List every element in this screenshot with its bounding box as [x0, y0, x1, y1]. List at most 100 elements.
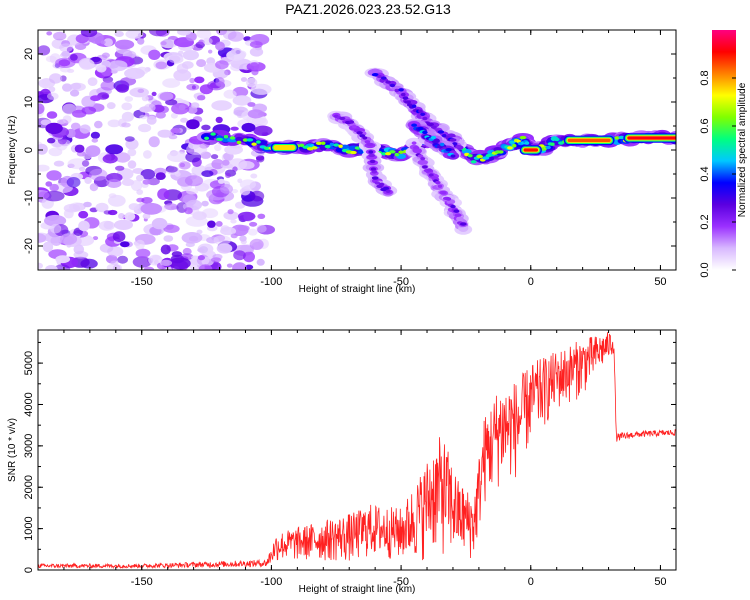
noise-blob — [114, 219, 133, 230]
x-tick-label: 50 — [654, 576, 666, 588]
y-tick-label: -10 — [23, 190, 35, 206]
track-blob — [519, 135, 527, 140]
noise-blob — [250, 190, 265, 202]
noise-blob — [140, 202, 163, 215]
track-blob — [618, 135, 625, 140]
track-blob — [402, 96, 409, 100]
hot-segment — [270, 142, 299, 153]
track-blob — [417, 159, 429, 165]
noise-blob — [191, 255, 198, 260]
noise-blob — [237, 225, 250, 232]
hot-segment-band — [627, 136, 676, 140]
track-blob — [311, 146, 318, 150]
noise-blob — [168, 55, 181, 63]
noise-blob — [102, 154, 118, 164]
noise-blob — [45, 122, 63, 135]
noise-blob — [201, 124, 211, 131]
noise-blob — [60, 66, 71, 73]
noise-blob — [78, 210, 89, 219]
noise-blob — [87, 77, 98, 86]
noise-blob — [94, 120, 103, 129]
noise-blob — [151, 217, 168, 230]
noise-blob — [250, 83, 272, 95]
track-blob — [422, 165, 428, 169]
noise-blob — [143, 266, 155, 270]
noise-blob — [146, 115, 157, 125]
noise-blob — [151, 255, 161, 261]
noise-blob — [151, 91, 157, 97]
noise-blob — [55, 57, 76, 68]
noise-blob — [81, 160, 90, 167]
noise-blob — [230, 233, 238, 239]
track-blob — [246, 138, 254, 142]
noise-blob — [155, 61, 168, 70]
noise-blob — [140, 169, 156, 180]
noise-blob — [196, 59, 207, 68]
track-blob — [404, 100, 411, 104]
noise-blob — [197, 248, 205, 253]
noise-blob — [60, 233, 78, 245]
y-tick-label: 4000 — [23, 392, 35, 416]
track-blob — [512, 144, 517, 148]
noise-blob — [160, 41, 167, 46]
noise-blob — [256, 224, 267, 233]
noise-blob — [201, 200, 209, 207]
track-blob — [428, 173, 434, 177]
noise-blob — [124, 136, 135, 142]
noise-blob — [100, 40, 106, 45]
noise-blob — [250, 173, 258, 179]
track-blob — [454, 213, 462, 217]
noise-blob — [225, 172, 231, 179]
noise-blob — [53, 160, 65, 167]
noise-blob — [141, 95, 149, 102]
noise-blob — [62, 83, 73, 92]
noise-blob — [128, 203, 140, 211]
noise-blob — [157, 188, 170, 200]
noise-blob — [129, 87, 149, 98]
noise-blob — [155, 172, 166, 181]
track-blob — [371, 170, 378, 174]
track-blob — [339, 116, 346, 121]
track-blob — [507, 146, 513, 150]
noise-blob — [90, 131, 100, 139]
noise-blob — [182, 247, 192, 256]
noise-blob — [121, 178, 135, 186]
noise-blob — [232, 262, 247, 270]
track-blob — [370, 167, 377, 171]
noise-blob — [207, 220, 216, 228]
noise-blob — [78, 220, 90, 232]
track-blob — [449, 138, 457, 142]
noise-blob — [127, 160, 137, 169]
track-blob — [455, 145, 461, 149]
noise-blob — [220, 183, 233, 194]
noise-blob — [211, 100, 232, 111]
noise-blob — [115, 165, 125, 171]
noise-blob — [38, 233, 47, 243]
track-blob — [366, 142, 374, 147]
noise-blob — [215, 41, 225, 51]
noise-blob — [164, 203, 178, 211]
noise-blob — [211, 154, 219, 160]
noise-blob — [121, 122, 131, 128]
noise-blob — [81, 106, 97, 115]
noise-blob — [89, 183, 99, 192]
hot-segment — [519, 145, 542, 155]
track-blob — [498, 150, 504, 154]
track-blob — [368, 150, 374, 154]
colorbar-ticks: 0.0 0.2 0.4 0.6 0.8 — [699, 70, 736, 278]
noise-blob — [79, 124, 91, 134]
noise-blob — [249, 47, 264, 57]
noise-blob — [177, 30, 191, 36]
track-blob — [369, 159, 376, 164]
noise-blob — [121, 111, 134, 122]
noise-blob — [210, 257, 222, 263]
noise-blob — [169, 257, 191, 270]
track-blob — [338, 144, 343, 148]
noise-blob — [120, 77, 137, 86]
noise-blob — [132, 256, 152, 268]
noise-blob — [230, 47, 242, 55]
track-blob — [413, 146, 420, 150]
colorbar-gradient — [712, 30, 736, 270]
colorbar-tick-label: 0.6 — [699, 118, 711, 133]
noise-blob — [160, 244, 171, 255]
